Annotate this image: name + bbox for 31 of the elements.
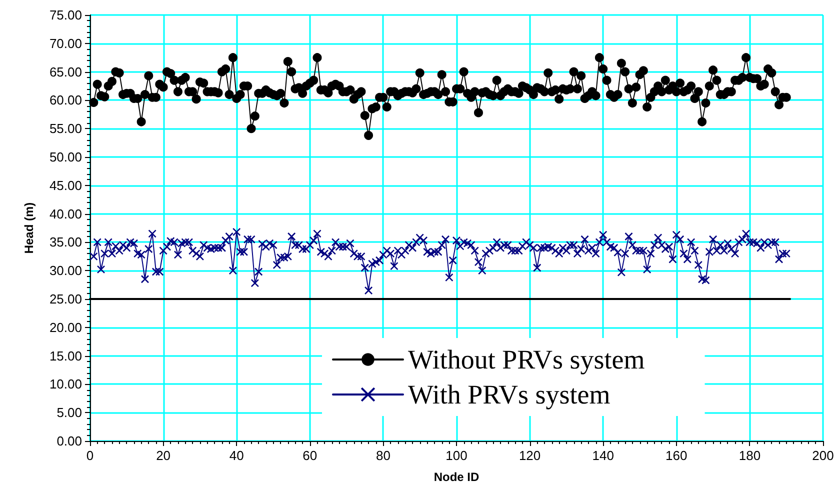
x-tick-label: 100 [446, 448, 468, 463]
x-axis-title: Node ID [434, 470, 480, 484]
y-tick-label: 65.00 [49, 64, 82, 80]
y-tick-label: 40.00 [49, 206, 82, 222]
y-tick-label: 5.00 [56, 405, 82, 420]
y-tick-label: 75.00 [49, 8, 82, 22]
x-tick-label: 20 [156, 448, 171, 463]
y-tick-label: 60.00 [49, 92, 82, 108]
x-tick-label: 60 [302, 448, 318, 463]
x-tick-label: 0 [86, 448, 94, 463]
x-tick-label: 40 [229, 448, 244, 463]
x-tick-label: 160 [666, 448, 688, 463]
y-tick-label: 10.00 [49, 376, 82, 392]
y-tick-label: 50.00 [49, 150, 82, 164]
y-tick-label: 25.00 [49, 292, 82, 306]
y-axis-title: Head (m) [22, 202, 36, 254]
y-tick-label: 55.00 [49, 121, 82, 136]
x-tick-label: 80 [376, 448, 390, 463]
legend-label: With PRVs system [408, 380, 610, 410]
y-tick-label: 35.00 [49, 234, 82, 250]
x-tick-label: 180 [738, 448, 761, 463]
y-tick-label: 0.00 [56, 434, 82, 448]
x-tick-label: 140 [592, 448, 614, 463]
x-tick-label: 200 [812, 448, 834, 463]
y-tick-label: 45.00 [49, 178, 82, 193]
y-tick-label: 20.00 [49, 320, 82, 335]
x-tick-label: 120 [518, 448, 541, 463]
legend-label: Without PRVs system [408, 344, 645, 374]
y-tick-label: 70.00 [49, 36, 82, 51]
y-tick-label: 15.00 [49, 348, 82, 364]
y-tick-label: 30.00 [49, 263, 82, 278]
